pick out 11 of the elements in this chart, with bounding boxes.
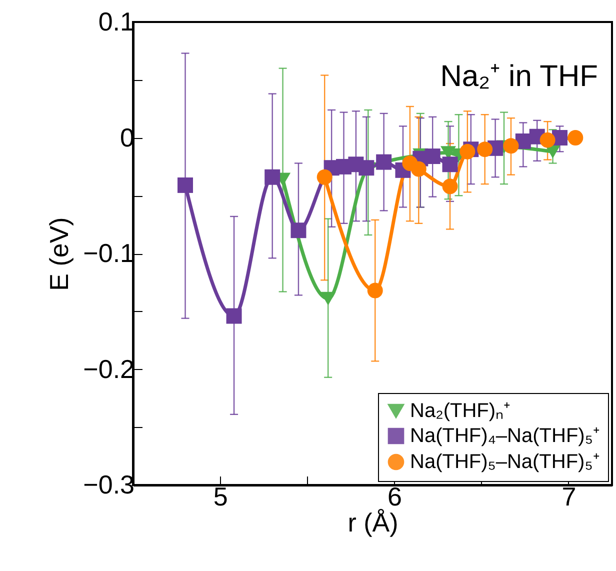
- x-tick-label: 5: [213, 482, 228, 512]
- y-tick-label: 0.1: [98, 6, 134, 36]
- x-tick-label: 7: [562, 482, 576, 512]
- legend-label: Na(THF)₅–Na(THF)₅⁺: [410, 451, 600, 473]
- legend-label: Na₂(THF)ₙ⁺: [410, 400, 511, 422]
- y-tick-label: −0.1: [83, 238, 134, 268]
- y-tick-label: −0.2: [83, 354, 134, 384]
- y-tick-label: −0.3: [83, 470, 134, 500]
- legend-label: Na(THF)₄–Na(THF)₅⁺: [410, 425, 600, 447]
- y-axis-title: E (eV): [44, 217, 74, 291]
- annotation: Na₂⁺ in THF: [440, 60, 598, 93]
